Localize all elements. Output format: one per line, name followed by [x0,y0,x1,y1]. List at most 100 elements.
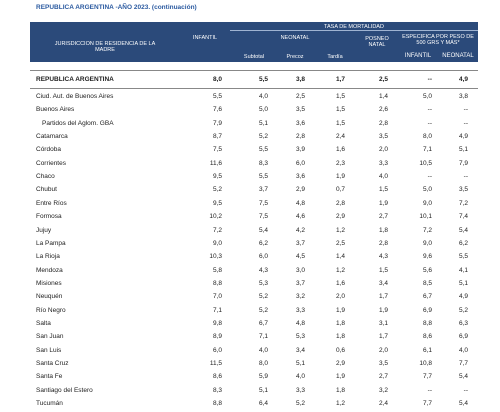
cell: 5,1 [458,279,468,287]
cell: 2,4 [378,400,388,408]
group-header: TASA DE MORTALIDAD [324,24,384,30]
cell: 9,0 [422,199,432,207]
cell: 2,9 [335,360,345,367]
esp-infantil-header: INFANTIL [404,53,432,59]
cell: 0,6 [335,346,345,354]
cell: 7,5 [212,146,222,154]
row-label: Corrientes [36,159,66,167]
row-label: Chubut [36,186,57,194]
cell: 3,2 [378,386,388,394]
row-label: Entre Ríos [36,199,67,207]
header-band [30,22,478,62]
row-label: Formosa [36,213,62,221]
tardia-header: Tardía [327,54,343,60]
cell: 9,5 [212,199,222,207]
subtotal-header: Subtotal [243,54,265,60]
cell: 3,7 [295,239,305,247]
cell: 3,5 [295,106,305,114]
cell: 1,5 [335,119,345,127]
rule [30,70,478,71]
row-label: San Luis [36,346,62,354]
cell: 5,0 [258,106,268,114]
cell: 11,5 [209,360,222,367]
cell: 1,2 [335,266,345,274]
cell: 7,1 [422,146,432,154]
title: REPUBLICA ARGENTINA -AÑO 2023. (continua… [36,4,197,11]
row-label: Jujuy [36,226,52,234]
row-label: Buenos Aires [36,106,75,114]
cell: 1,5 [335,106,345,114]
row-label: Neuquén [36,293,63,301]
cell: 5,2 [258,133,268,141]
cell: 4,9 [458,76,468,83]
cell: 2,9 [295,186,305,194]
cell: 8,6 [212,373,222,381]
cell: 8,8 [422,319,432,327]
cell: 1,8 [335,386,345,394]
cell: 1,5 [335,93,345,100]
cell: 6,2 [458,239,468,247]
cell: 9,0 [212,239,222,247]
cell: 1,2 [335,226,345,234]
cell: 8,9 [212,333,222,341]
cell: 1,2 [335,400,345,408]
row-label: Misiones [36,279,62,287]
cell: -- [463,386,468,394]
cell: 3,0 [295,266,305,274]
cell: 3,2 [295,293,305,301]
cell: 5,5 [458,253,468,261]
cell: 2,5 [378,76,388,83]
header-rule [230,30,478,31]
cell: 3,8 [295,76,305,83]
cell: 3,4 [295,346,305,354]
precoz-header: Precoz [286,54,304,60]
cell: 1,9 [335,306,345,314]
cell: 5,2 [295,400,305,408]
cell: 2,0 [378,146,388,154]
cell: 8,0 [422,133,432,141]
cell: -- [463,106,468,114]
cell: -- [427,119,432,127]
cell: 7,7 [458,360,468,367]
cell: 10,8 [419,360,432,367]
cell: 8,8 [212,279,222,287]
row-label: Ciud. Aut. de Buenos Aires [36,93,114,100]
cell: 2,7 [378,373,388,381]
cell: 4,8 [295,319,305,327]
cell: 5,3 [295,333,305,341]
cell: 1,7 [335,76,345,83]
cell: 1,8 [378,226,388,234]
cell: 2,3 [335,159,345,167]
cell: 5,1 [258,119,268,127]
cell: 7,2 [422,226,432,234]
cell: 7,4 [458,213,468,221]
row-label: Catamarca [36,133,68,141]
row-label: Tucumán [36,400,63,408]
cell: 3,5 [378,360,388,367]
jurisdiction-header: JURISDICCION DE RESIDENCIA DE LA MADRE [54,41,156,53]
row-label: Córdoba [36,146,61,154]
cell: 3,7 [295,279,305,287]
cell: 5,1 [295,360,305,367]
cell: 7,2 [458,199,468,207]
cell: 5,5 [258,146,268,154]
cell: 5,2 [258,306,268,314]
row-label: Salta [36,319,51,327]
cell: 7,1 [212,306,222,314]
cell: 3,5 [378,133,388,141]
cell: 5,2 [212,186,222,194]
cell: 2,6 [378,106,388,114]
cell: 4,0 [378,173,388,181]
cell: 4,5 [295,253,305,261]
cell: 2,9 [335,213,345,221]
cell: 4,0 [258,93,268,100]
cell: 2,7 [378,213,388,221]
cell: 1,7 [378,293,388,301]
cell: 6,3 [458,319,468,327]
cell: 1,6 [335,279,345,287]
cell: 3,3 [378,159,388,167]
cell: 4,9 [458,133,468,141]
cell: 6,0 [258,253,268,261]
cell: 5,2 [258,293,268,301]
